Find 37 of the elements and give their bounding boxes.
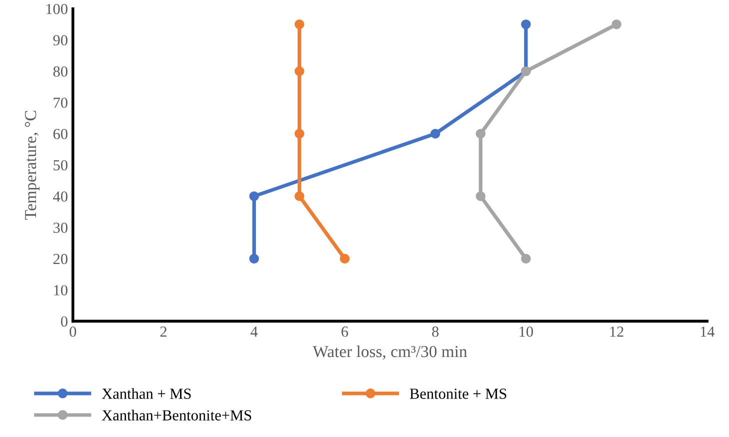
point: [294, 128, 304, 139]
x-tick-label: 4: [250, 326, 258, 337]
legend-label: Bentonite + MS: [410, 388, 506, 399]
x-axis-title: Water loss, cm³/30 min: [312, 345, 468, 360]
y-tick-label: 40: [53, 191, 68, 202]
point: [249, 254, 259, 264]
y-tick-label: 0: [60, 316, 68, 327]
y-tick-label: 30: [53, 222, 68, 233]
y-tick-label: 20: [53, 254, 68, 264]
point: [476, 191, 486, 202]
point: [294, 20, 304, 30]
x-tick-label: 10: [520, 326, 533, 337]
point: [430, 128, 440, 139]
x-tick-label: 14: [700, 326, 715, 337]
y-tick-label: 10: [54, 285, 68, 296]
y-tick-label: 70: [54, 98, 68, 108]
x-tick-label: 8: [432, 326, 439, 337]
y-tick-label: 100: [46, 4, 68, 14]
x-tick-label: 12: [610, 326, 624, 337]
x-tick-label: 0: [70, 326, 76, 337]
legend-label: Xanthan + MS: [102, 388, 191, 399]
y-tick-label: 50: [54, 160, 68, 170]
legend-label: Xanthan+Bentonite+MS: [102, 410, 252, 420]
point: [612, 20, 622, 30]
point: [249, 191, 259, 202]
point: [340, 254, 350, 264]
y-tick-label: 90: [53, 35, 68, 46]
point: [294, 66, 304, 76]
x-tick-label: 2: [160, 326, 166, 337]
y-axis-title: Temperature, °C: [24, 110, 40, 220]
y-tick-label: 60: [53, 128, 68, 140]
point: [476, 128, 486, 139]
point: [294, 191, 304, 202]
point: [521, 254, 531, 264]
point: [521, 20, 531, 30]
y-tick-label: 80: [53, 66, 68, 77]
x-tick-label: 6: [342, 326, 348, 337]
